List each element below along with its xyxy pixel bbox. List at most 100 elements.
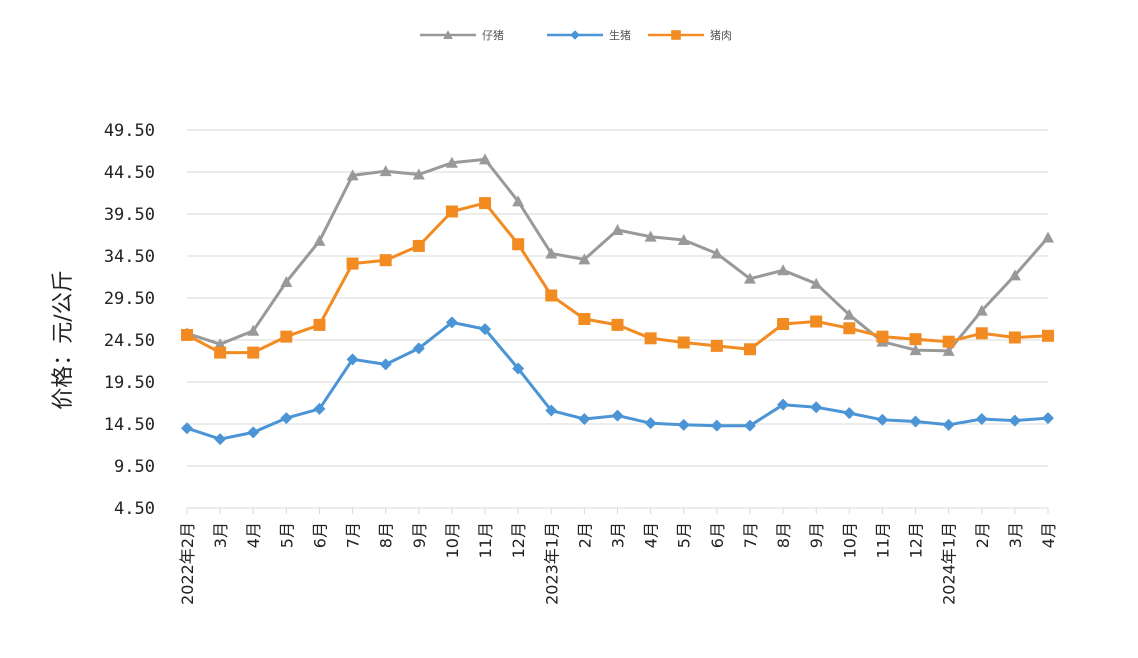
x-tick-label: 12月 (509, 522, 528, 558)
data-point (181, 328, 193, 341)
data-point (512, 362, 525, 375)
x-tick-label: 11月 (476, 522, 495, 558)
data-point (247, 346, 260, 359)
data-point (247, 324, 260, 336)
data-point (975, 412, 988, 425)
x-tick-label: 6月 (310, 522, 329, 548)
data-point (1042, 412, 1054, 425)
data-point (743, 272, 756, 284)
y-tick-label: 29.50 (104, 289, 155, 309)
x-tick-label: 12月 (907, 522, 926, 558)
data-point (313, 402, 326, 415)
data-point (777, 398, 790, 411)
y-axis-label: 价格：元/公斤 (51, 270, 76, 409)
legend: 仔猪 生猪 猪肉 (420, 28, 732, 42)
data-point (445, 205, 458, 218)
data-point (710, 419, 723, 432)
legend-label: 生猪 (609, 28, 631, 42)
data-point (611, 409, 624, 422)
data-point (479, 197, 492, 210)
data-point (214, 338, 227, 350)
x-tick-label: 5月 (675, 522, 694, 548)
x-tick-label: 5月 (277, 522, 296, 548)
data-point (379, 358, 392, 371)
data-point (512, 195, 525, 207)
grid-lines (187, 129, 1048, 509)
data-point (644, 332, 657, 345)
y-axis: 4.50 9.50 14.50 19.50 24.50 29.50 34.50 39.50 44… (104, 121, 155, 519)
data-point (777, 264, 790, 276)
data-point (578, 253, 591, 265)
data-point (743, 343, 756, 356)
data-point (843, 407, 856, 420)
data-point (512, 238, 525, 251)
data-point (247, 426, 260, 439)
x-axis: 2022年2月 3月 4月 5月 6月 7月 8月 9月 10月 11月 12月 2023年1月 2月 3… (178, 508, 1058, 605)
data-point (412, 168, 425, 180)
legend-marker (570, 30, 580, 40)
data-point (1042, 329, 1054, 342)
data-point (313, 318, 326, 331)
data-point (379, 165, 392, 177)
data-point (214, 433, 227, 446)
data-point (379, 254, 392, 267)
data-point (975, 304, 988, 316)
data-point (545, 289, 558, 302)
data-point (280, 412, 293, 425)
data-point (545, 404, 558, 417)
x-tick-label: 11月 (873, 522, 892, 558)
data-point (479, 153, 492, 165)
y-tick-label: 44.50 (104, 163, 155, 183)
data-point (909, 415, 922, 428)
data-point (412, 239, 425, 252)
x-tick-label: 9月 (807, 522, 826, 548)
x-tick-label: 4月 (244, 522, 263, 548)
x-tick-label: 3月 (1006, 522, 1025, 548)
y-tick-label: 49.50 (104, 121, 155, 141)
data-point (1042, 231, 1054, 243)
y-tick-label: 34.50 (104, 247, 155, 267)
x-tick-label: 4月 (1039, 522, 1058, 548)
data-point (743, 419, 756, 432)
series-2 (181, 316, 1054, 446)
data-point (313, 234, 326, 246)
data-point (545, 247, 558, 259)
x-tick-label: 2023年1月 (542, 522, 561, 605)
data-point (346, 257, 359, 270)
data-point (975, 327, 988, 340)
x-tick-label: 3月 (609, 522, 628, 548)
data-point (909, 333, 922, 346)
data-point (280, 276, 293, 288)
data-point (876, 330, 889, 343)
x-tick-label: 3月 (211, 522, 230, 548)
x-tick-label: 2月 (973, 522, 992, 548)
legend-item: 仔猪 (420, 29, 504, 42)
legend-item: 生猪 (547, 28, 631, 42)
data-point (578, 313, 591, 325)
data-point (346, 353, 359, 366)
x-tick-label: 10月 (840, 522, 859, 558)
data-point (843, 322, 856, 335)
data-point (810, 315, 823, 328)
legend-label: 猪肉 (710, 29, 732, 42)
legend-marker (671, 30, 681, 40)
data-point (445, 156, 458, 168)
data-point (843, 308, 856, 320)
x-tick-label: 8月 (377, 522, 396, 548)
x-tick-label: 2024年1月 (940, 522, 959, 605)
data-point (181, 422, 193, 435)
data-point (677, 234, 690, 246)
data-point (810, 277, 823, 289)
data-point (412, 342, 425, 355)
data-point (677, 418, 690, 431)
data-point (1008, 269, 1021, 281)
data-point (777, 318, 790, 331)
series-3 (181, 197, 1054, 359)
data-point (644, 230, 657, 242)
data-point (280, 330, 293, 343)
legend-item: 猪肉 (648, 29, 732, 42)
data-point (710, 339, 723, 352)
data-point (1008, 331, 1021, 344)
